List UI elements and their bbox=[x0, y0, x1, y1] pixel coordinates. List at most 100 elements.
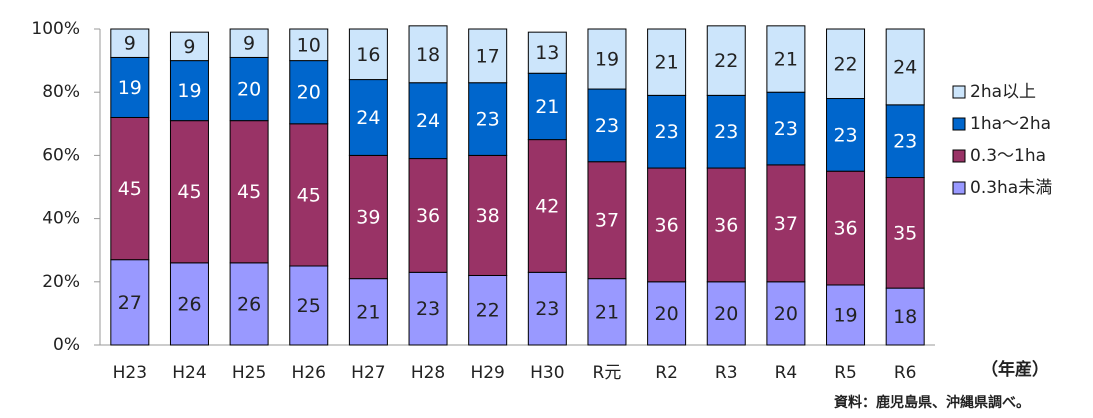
bar-segment bbox=[110, 116, 150, 261]
value-label: 26 bbox=[177, 293, 201, 315]
x-tick-label: H29 bbox=[470, 363, 504, 383]
legend-label: 2ha以上 bbox=[970, 82, 1036, 102]
value-label: 24 bbox=[356, 107, 380, 129]
bar-segment bbox=[766, 164, 806, 283]
value-label: 23 bbox=[655, 121, 679, 143]
bar-segment bbox=[468, 28, 508, 84]
legend-swatch bbox=[952, 181, 966, 195]
legend-swatch bbox=[952, 149, 966, 163]
value-label: 22 bbox=[476, 300, 500, 322]
bar-segment bbox=[647, 28, 687, 96]
x-tick-label: H24 bbox=[172, 363, 206, 383]
value-label: 36 bbox=[714, 214, 738, 236]
value-label: 26 bbox=[237, 293, 261, 315]
bar-segment bbox=[647, 281, 687, 346]
x-tick-label: R6 bbox=[894, 363, 917, 383]
bar-segment bbox=[169, 262, 209, 346]
value-label: 22 bbox=[833, 53, 857, 75]
value-label: 22 bbox=[714, 50, 738, 72]
value-label: 25 bbox=[297, 295, 321, 317]
value-label: 21 bbox=[356, 301, 380, 323]
value-label: 9 bbox=[243, 33, 255, 55]
value-label: 23 bbox=[595, 115, 619, 137]
value-label: 20 bbox=[237, 79, 261, 101]
value-label: 21 bbox=[774, 49, 798, 71]
y-tick-label: 20% bbox=[42, 272, 80, 292]
value-label: 18 bbox=[416, 44, 440, 66]
bar-segment bbox=[229, 56, 269, 122]
bar-segment bbox=[527, 31, 567, 74]
bar-segment bbox=[289, 28, 329, 62]
bar-segment bbox=[408, 82, 448, 160]
value-label: 9 bbox=[124, 33, 136, 55]
bar-segment bbox=[169, 31, 209, 62]
bar-segment bbox=[229, 120, 269, 264]
value-label: 20 bbox=[774, 303, 798, 325]
bar-segment bbox=[885, 28, 925, 106]
value-label: 20 bbox=[714, 303, 738, 325]
x-tick-label: R2 bbox=[655, 363, 678, 383]
value-label: 19 bbox=[118, 77, 142, 99]
bar-segment bbox=[110, 56, 150, 118]
bar-segment bbox=[826, 170, 866, 286]
value-label: 36 bbox=[655, 214, 679, 236]
x-tick-label: H26 bbox=[292, 363, 326, 383]
x-tick-label: R3 bbox=[715, 363, 738, 383]
legend-swatch bbox=[952, 117, 966, 131]
value-label: 19 bbox=[595, 49, 619, 71]
bar-segment bbox=[587, 28, 627, 90]
bar-segment bbox=[885, 177, 925, 289]
bar-segment bbox=[468, 82, 508, 156]
legend-label: 0.3ha未満 bbox=[970, 178, 1052, 198]
value-label: 10 bbox=[297, 34, 321, 56]
value-label: 13 bbox=[535, 42, 559, 64]
x-tick-label: R元 bbox=[593, 363, 622, 383]
value-label: 17 bbox=[476, 45, 500, 67]
legend-swatch bbox=[952, 85, 966, 99]
legend-label: 0.3〜1ha bbox=[970, 146, 1046, 166]
bar-segment bbox=[468, 154, 508, 276]
value-label: 35 bbox=[893, 222, 917, 244]
value-label: 45 bbox=[177, 181, 201, 203]
bar-segment bbox=[647, 94, 687, 169]
value-label: 21 bbox=[595, 301, 619, 323]
legend-label: 1ha〜2ha bbox=[970, 114, 1051, 134]
bar-segment bbox=[229, 262, 269, 346]
bar-segment bbox=[468, 274, 508, 346]
value-label: 21 bbox=[535, 96, 559, 118]
bar-segment bbox=[348, 28, 388, 81]
x-tick-label: H30 bbox=[530, 363, 564, 383]
value-label: 24 bbox=[416, 110, 440, 132]
bar-segment bbox=[348, 278, 388, 346]
bar-segment bbox=[706, 25, 746, 96]
bar-segment bbox=[706, 94, 746, 169]
value-label: 45 bbox=[237, 181, 261, 203]
value-label: 20 bbox=[655, 303, 679, 325]
value-label: 23 bbox=[535, 298, 559, 320]
value-label: 37 bbox=[774, 213, 798, 235]
value-label: 36 bbox=[833, 218, 857, 240]
value-label: 38 bbox=[476, 205, 500, 227]
bar-segment bbox=[110, 259, 150, 346]
value-label: 18 bbox=[893, 306, 917, 328]
bar-segment bbox=[348, 154, 388, 280]
value-label: 19 bbox=[177, 80, 201, 102]
value-label: 23 bbox=[714, 121, 738, 143]
bar-segment bbox=[766, 91, 806, 166]
x-tick-label: R4 bbox=[775, 363, 798, 383]
bar-segment bbox=[706, 281, 746, 346]
bar-segment bbox=[348, 79, 388, 156]
bar-segment bbox=[647, 167, 687, 283]
value-label: 23 bbox=[416, 298, 440, 320]
value-label: 23 bbox=[893, 131, 917, 153]
bar-segment bbox=[885, 287, 925, 346]
value-label: 42 bbox=[535, 195, 559, 217]
value-label: 23 bbox=[833, 124, 857, 146]
y-tick-label: 100% bbox=[31, 19, 80, 39]
value-label: 20 bbox=[297, 82, 321, 104]
y-tick-label: 0% bbox=[53, 335, 80, 355]
source: 資料：鹿児島県、沖縄県調べ。 bbox=[834, 394, 1030, 411]
value-label: 37 bbox=[595, 210, 619, 232]
value-label: 24 bbox=[893, 56, 917, 78]
bar-segment bbox=[587, 278, 627, 346]
